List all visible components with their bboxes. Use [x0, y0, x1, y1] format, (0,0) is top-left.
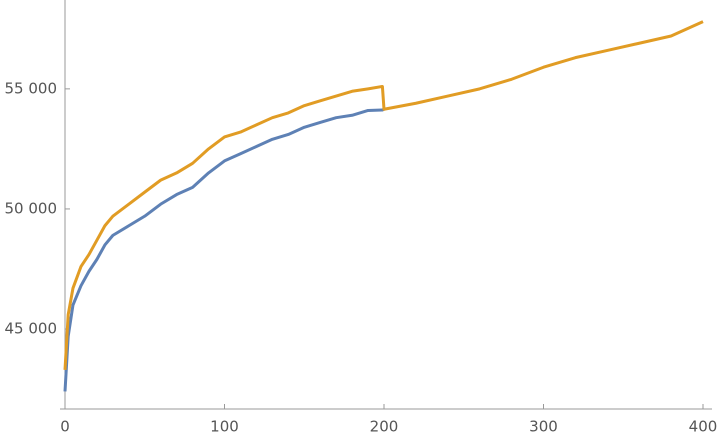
x-tick-label: 200	[370, 418, 399, 436]
x-tick-label: 300	[529, 418, 558, 436]
y-tick-label: 50 000	[5, 199, 58, 217]
series-line	[63, 107, 385, 392]
x-tick-label: 0	[60, 418, 70, 436]
y-tick-label: 45 000	[5, 320, 58, 338]
series-line	[63, 20, 704, 370]
y-tick-label: 55 000	[5, 79, 58, 97]
x-tick-label: 100	[210, 418, 239, 436]
x-tick-label: 400	[689, 418, 718, 436]
